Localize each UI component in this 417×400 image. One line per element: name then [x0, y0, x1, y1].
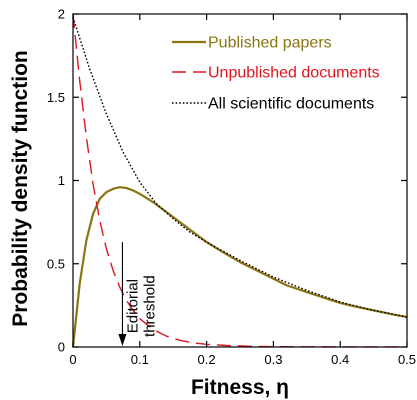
- legend-label-1: Published papers: [208, 35, 332, 52]
- series-line-1: [71, 186, 408, 348]
- legend-label-3: All scientific documents: [208, 96, 374, 113]
- threshold-label: Editorial threshold: [124, 275, 158, 337]
- threshold-label-line: Editorial: [124, 279, 141, 333]
- x-tick-label: 0.2: [198, 352, 216, 367]
- y-axis-title: Probability density function: [9, 50, 32, 327]
- y-tick-label: 2: [58, 7, 65, 22]
- x-axis-title: Fitness, η: [191, 376, 289, 399]
- annotation-layer: Editorial threshold: [118, 242, 158, 346]
- x-tick-label: 0.4: [331, 352, 349, 367]
- legend-label-2: Unpublished documents: [208, 65, 380, 82]
- x-tick-label: 0.3: [264, 352, 282, 367]
- threshold-arrow-head: [118, 334, 127, 346]
- series-line-3: [72, 17, 408, 318]
- threshold-label-line: threshold: [141, 275, 158, 337]
- y-tick-label: 0: [58, 340, 65, 355]
- x-tick-label: 0: [69, 352, 76, 367]
- x-tick-label: 0.5: [398, 352, 416, 367]
- y-tick-label: 1: [58, 173, 65, 188]
- y-tick-label: 0.5: [47, 256, 65, 271]
- y-tick-label: 1.5: [47, 90, 65, 105]
- x-tick-label: 0.1: [131, 352, 149, 367]
- tick-layer: 0 0.1 0.2 0.3 0.4 0.5 0 0.5 1 1.5 2: [47, 7, 416, 368]
- legend: Published papers Unpublished documents All…: [172, 35, 380, 113]
